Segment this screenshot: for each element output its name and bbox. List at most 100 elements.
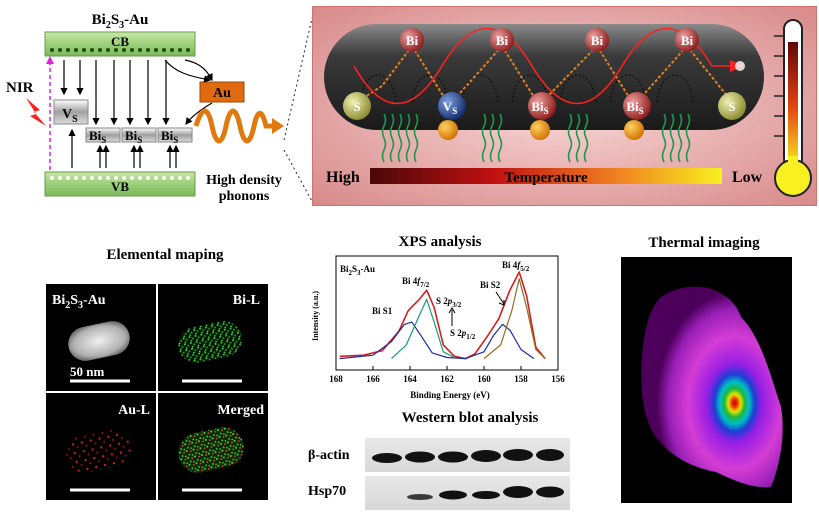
lattice-svg: Bi Bi Bi Bi S VS BiS BiS S High Temperat…: [311, 5, 818, 207]
actin-band-2: [405, 451, 435, 463]
scale-label: 50 nm: [70, 364, 104, 379]
ann-bis2: Bi S2: [480, 280, 501, 290]
low-label: Low: [732, 169, 763, 186]
elemental-title: Elemental maping: [106, 247, 224, 263]
au-label: Au: [213, 86, 231, 101]
au-sphere-2: [530, 120, 550, 140]
bi-atom-4: [675, 28, 699, 52]
thermal-blob: [641, 286, 783, 488]
xps-chart: 168 166 164 162 160 158 156 Bi2S3-Au Bi S1 Bi …: [310, 252, 565, 402]
hsp70-membrane: [365, 476, 570, 510]
xps-tick-label: 164: [403, 374, 417, 384]
stem-rod: [68, 321, 130, 361]
xps-series-2: [339, 321, 535, 360]
vb-band: [44, 171, 196, 197]
actin-band-4: [471, 450, 501, 462]
hsp70-band-3: [439, 490, 467, 500]
xps-title: XPS analysis: [398, 234, 482, 250]
au-map-rod: [66, 429, 132, 473]
xps-tick-label: 166: [366, 374, 380, 384]
hsp70-band-2: [407, 494, 433, 500]
high-label: High: [326, 169, 360, 186]
hsp70-band-4: [472, 491, 500, 499]
vs-atom: [438, 92, 466, 120]
thermal-title: Thermal imaging: [648, 235, 760, 251]
xps-xlabel: Binding Energy (eV): [410, 390, 490, 400]
ann-bis1: Bi S1: [372, 306, 393, 316]
ann-s2p12: S 2p1/2: [450, 328, 476, 341]
bi-label-4: Bi: [681, 33, 694, 48]
s-label-2: S: [728, 99, 735, 114]
row-label-hsp70: Hsp70: [308, 484, 347, 499]
xps-tick-label: 160: [477, 374, 491, 384]
bis-atom-2: [623, 92, 651, 120]
thermal-image: [621, 257, 792, 503]
nir-label: NIR: [6, 80, 34, 96]
bi-label-2: Bi: [496, 33, 509, 48]
merged-label: Merged: [217, 403, 264, 418]
xps-tick-label: 162: [440, 374, 454, 384]
bi-atom-3: [585, 28, 609, 52]
row-label-actin: β-actin: [308, 448, 350, 463]
au-sphere-1: [438, 120, 458, 140]
actin-band-1: [372, 453, 402, 463]
bi-atom-2: [490, 28, 514, 52]
bis-level-3: [157, 127, 193, 143]
xps-tick-label: 168: [329, 374, 343, 384]
actin-membrane: [365, 438, 570, 472]
au-l-label: Au-L: [118, 403, 150, 418]
zoom-connector: [283, 9, 315, 206]
lattice-panel: Bi Bi Bi Bi S VS BiS BiS S High Temperat…: [311, 5, 818, 207]
s-label-1: S: [353, 99, 360, 114]
bis-label-3: BiS: [161, 128, 178, 145]
actin-band-3: [438, 451, 468, 463]
lightning-icon: [26, 98, 46, 126]
actin-band-5: [503, 449, 533, 461]
cb-label: CB: [111, 34, 129, 49]
xps-svg: 168 166 164 162 160 158 156 Bi2S3-Au Bi S1 Bi …: [311, 255, 565, 400]
merged-map-rod: [178, 427, 244, 473]
ann-bi4f72: Bi 4f7/2: [402, 276, 430, 289]
phonons-line1: High density: [206, 173, 282, 188]
bis-level-2: [121, 127, 157, 143]
au-sphere-3: [624, 120, 644, 140]
phonons-line2: phonons: [219, 189, 270, 204]
vs-level: [53, 99, 89, 125]
western-title: Western blot analysis: [401, 410, 539, 426]
ann-s2p32: S 2p3/2: [436, 296, 462, 309]
s-atom-2: [718, 92, 746, 120]
xps-sample-label: Bi2S3-Au: [340, 264, 375, 277]
bi-atom-1: [400, 28, 424, 52]
ann-bi4f52: Bi 4f5/2: [502, 260, 530, 273]
xps-series-3: [391, 298, 457, 360]
bi-map-rod: [178, 321, 242, 363]
band-diagram: Bi2S3-Au CB VB NIR VS BiS BiS BiS Au Hig…: [0, 0, 300, 215]
nanorod: [324, 24, 764, 130]
bis-level-1: [85, 127, 121, 143]
hsp70-band-5: [503, 486, 533, 498]
band-diagram-svg: Bi2S3-Au CB VB NIR VS BiS BiS BiS Au Hig…: [6, 12, 284, 204]
xps-tick-label: 158: [514, 374, 528, 384]
s-atom-1: [343, 92, 371, 120]
elemental-svg: Bi2S3-Au 50 nm Bi-L Au-L Merged: [46, 284, 268, 500]
elemental-grid: Bi2S3-Au 50 nm Bi-L Au-L Merged: [46, 284, 268, 500]
hsp70-band-6: [536, 486, 564, 498]
bi-label-1: Bi: [406, 33, 419, 48]
au-box: [199, 81, 245, 103]
bi-label-3: Bi: [591, 33, 604, 48]
bis-label-2: BiS: [125, 128, 142, 145]
xps-ylabel: Intensity (a.u.): [311, 291, 320, 341]
vs-label: VS: [62, 107, 78, 125]
stem-label: Bi2S3-Au: [52, 293, 106, 311]
xps-series-4: [483, 278, 546, 360]
phonon-wave: [193, 108, 276, 144]
temperature-label: Temperature: [504, 170, 588, 186]
bis-label-1: BiS: [89, 128, 106, 145]
vb-label: VB: [111, 179, 129, 194]
bis-atom-1: [528, 92, 556, 120]
thermometer-icon: [774, 19, 812, 197]
phonon-wave-lattice: [353, 27, 732, 105]
bi-l-label: Bi-L: [233, 293, 260, 308]
actin-band-6: [536, 449, 564, 461]
bis-atom-label-1: BiS: [531, 99, 548, 116]
